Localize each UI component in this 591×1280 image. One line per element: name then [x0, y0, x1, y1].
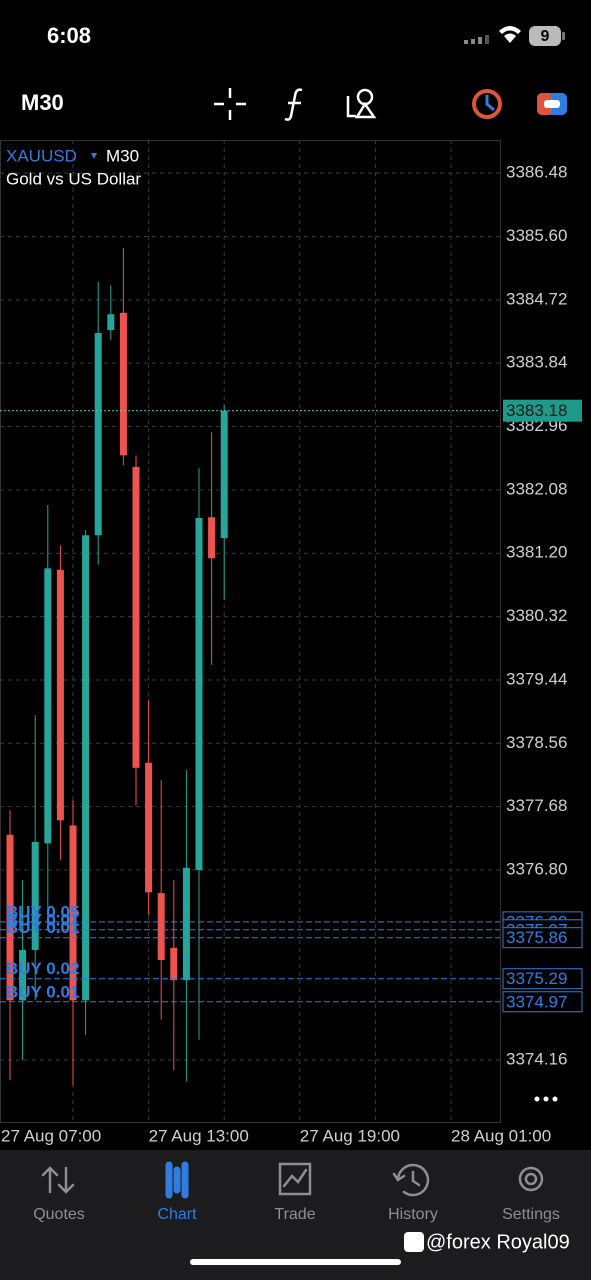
candle-body — [182, 867, 190, 981]
watermark: @forex Royal09 — [426, 1231, 570, 1253]
candle-body — [208, 517, 216, 559]
symbol-description: Gold vs US Dollar — [6, 169, 141, 188]
candle-body — [19, 949, 27, 1001]
current-price-label: 3383.18 — [506, 401, 567, 420]
position-label[interactable]: BUY 0.02 — [6, 959, 79, 978]
x-tick-label: 27 Aug 07:00 — [1, 1126, 101, 1145]
tabs: Quotes Chart Trade History Settings — [33, 1161, 560, 1223]
facebook-icon — [404, 1232, 424, 1252]
x-tick-label: 27 Aug 13:00 — [149, 1126, 249, 1145]
tab[interactable]: Trade — [274, 1162, 316, 1223]
position-label[interactable]: BUY 0.01 — [6, 982, 79, 1001]
tab-label: Quotes — [33, 1206, 85, 1223]
clock: 6:08 — [47, 23, 91, 48]
tab-label: Settings — [502, 1206, 560, 1223]
tab-icon — [518, 1166, 544, 1192]
icon-stroke — [346, 96, 356, 118]
candle-body — [157, 893, 165, 961]
signal-bar — [471, 39, 475, 44]
signal — [464, 35, 489, 44]
signal-bar — [464, 40, 468, 44]
dot — [534, 1096, 540, 1102]
tab-label: Trade — [274, 1206, 315, 1223]
icon-stroke — [354, 101, 377, 119]
y-tick-label: 3379.44 — [506, 669, 567, 688]
position-price-box — [502, 991, 583, 1013]
position-label[interactable]: BUY 0.01 — [6, 918, 79, 937]
current-price-box — [503, 399, 582, 422]
battery-tip — [562, 32, 565, 40]
crosshair-button[interactable] — [214, 88, 246, 120]
dot — [552, 1096, 558, 1102]
wifi-icon — [499, 26, 521, 43]
position-price-label: 3375.86 — [506, 928, 567, 947]
position-price-box — [502, 968, 583, 990]
y-tick-label: 3384.72 — [506, 289, 567, 308]
position-price-label: 3374.97 — [506, 992, 567, 1011]
candle-body — [44, 568, 52, 844]
x-tick-label: 28 Aug 01:00 — [451, 1126, 551, 1145]
symbol[interactable]: XAUUSD — [6, 146, 77, 165]
candle-body — [119, 312, 127, 456]
candle-body — [195, 517, 203, 871]
candle-body — [107, 314, 115, 331]
objects-button[interactable] — [346, 88, 377, 119]
position-label[interactable]: BUY 0.01 — [6, 910, 79, 929]
tab[interactable]: Settings — [502, 1166, 560, 1223]
candle-body — [220, 410, 228, 539]
tab-bar — [0, 1150, 591, 1280]
tab[interactable]: Quotes — [33, 1166, 85, 1223]
y-tick-label: 3383.84 — [506, 353, 567, 372]
y-tick-label: 3382.08 — [506, 479, 567, 498]
position-label[interactable]: BUY 0.05 — [6, 902, 79, 921]
symbol-dropdown[interactable] — [91, 153, 97, 159]
candle-body — [94, 332, 102, 536]
chart-frame — [0, 140, 501, 1123]
y-tick-label: 3374.16 — [506, 1050, 567, 1069]
signal-bar — [478, 37, 482, 44]
tab-icon — [392, 1163, 430, 1197]
position-price-box — [502, 927, 583, 949]
tab[interactable]: Chart — [157, 1161, 197, 1223]
candle-body — [82, 535, 90, 1001]
y-tick-label: 3385.60 — [506, 226, 567, 245]
candle-body — [170, 947, 178, 981]
candle-body — [132, 466, 140, 768]
y-tick-label: 3381.20 — [506, 543, 567, 562]
icon-part — [544, 100, 560, 108]
chart-timeframe: M30 — [106, 146, 139, 165]
x-tick-label: 27 Aug 19:00 — [300, 1126, 400, 1145]
y-tick-label: 3386.48 — [506, 163, 567, 182]
tab-label: History — [388, 1206, 438, 1223]
candle-body — [56, 569, 64, 821]
home-indicator — [190, 1259, 401, 1265]
icon-stroke — [485, 95, 495, 112]
tab-icon — [278, 1162, 312, 1196]
candle-body — [69, 825, 77, 1001]
candle-body — [31, 841, 39, 950]
more-button[interactable] — [534, 1096, 558, 1102]
one-click-button[interactable] — [472, 89, 502, 119]
battery-level: 9 — [541, 28, 550, 45]
indicators-button[interactable] — [284, 88, 303, 121]
y-tick-label: 3378.56 — [506, 733, 567, 752]
position-price-label: 3375.29 — [506, 969, 567, 988]
signal-bar — [485, 35, 489, 44]
tab-label: Chart — [157, 1206, 197, 1223]
candle-body — [145, 762, 153, 893]
plot: 3386.483385.603384.723383.843382.963382.… — [0, 140, 583, 1145]
y-tick-label: 3380.32 — [506, 606, 567, 625]
battery — [529, 26, 561, 46]
tab-icon — [165, 1161, 189, 1199]
tab-icon — [41, 1166, 75, 1194]
timeframe-button[interactable]: M30 — [21, 90, 64, 115]
y-tick-label: 3377.68 — [506, 796, 567, 815]
dot — [543, 1096, 549, 1102]
tab[interactable]: History — [388, 1163, 438, 1223]
candle-body — [6, 834, 14, 1001]
y-tick-label: 3376.80 — [506, 860, 567, 879]
